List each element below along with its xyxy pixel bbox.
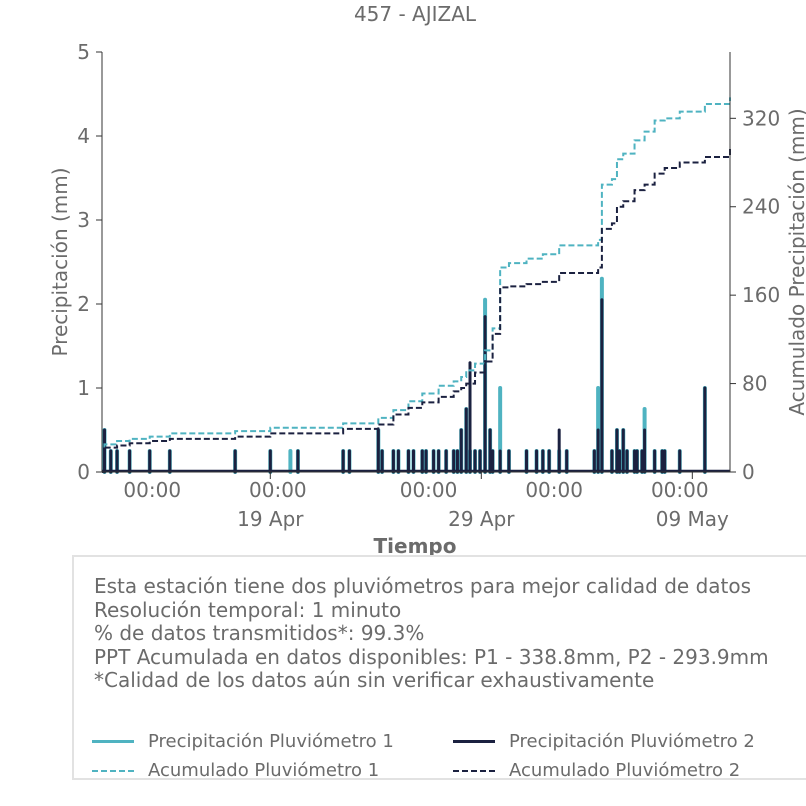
info-line: *Calidad de los datos aún sin verificar …: [94, 668, 655, 692]
x-minor-tick-label: 00:00: [123, 478, 181, 502]
y-right-tick-label: 240: [742, 195, 780, 219]
y-tick-label: 5: [77, 40, 90, 64]
x-major-tick-label: 29 Apr: [448, 507, 515, 531]
chart-axes: 0 1 2 3 4 5 0 80 160 240 320 00:00 00:00 00:00 00:00 00…: [77, 40, 780, 531]
legend-label: Precipitación Pluviómetro 1: [148, 731, 394, 752]
legend-item-p1-cumulative: Acumulado Pluviómetro 1: [92, 760, 379, 781]
legend-item-p1-precip: Precipitación Pluviómetro 1: [92, 731, 394, 752]
legend-swatch: [453, 740, 495, 743]
legend-swatch: [453, 769, 495, 772]
y-right-tick-label: 320: [742, 106, 780, 130]
y-tick-label: 3: [77, 208, 90, 232]
y-right-tick-label: 80: [742, 372, 767, 396]
y-right-tick-label: 0: [742, 460, 755, 484]
y-right-tick-label: 160: [742, 283, 780, 307]
p1-bars: [102, 276, 707, 474]
y-axis-label: Precipitación (mm): [48, 167, 72, 356]
legend-item-p2-precip: Precipitación Pluviómetro 2: [453, 731, 755, 752]
legend-label: Precipitación Pluviómetro 2: [509, 731, 755, 752]
info-line: Resolución temporal: 1 minuto: [94, 597, 402, 622]
x-major-tick-label: 19 Apr: [237, 507, 304, 531]
p1-cumulative-line: [102, 97, 731, 473]
info-line: % de datos transmitidos*: 99.3%: [94, 621, 425, 645]
y-tick-label: 4: [77, 124, 90, 148]
y-tick-label: 1: [77, 376, 90, 400]
info-line: Esta estación tiene dos pluviómetros par…: [94, 574, 752, 598]
info-text: Esta estación tiene dos pluviómetros par…: [94, 574, 769, 693]
x-major-tick-label: 09 May: [656, 507, 729, 531]
chart-title: 457 - AJIZAL: [354, 2, 477, 26]
x-minor-tick-label: 00:00: [651, 478, 709, 502]
x-minor-tick-label: 00:00: [249, 478, 307, 502]
info-line: PPT Acumulada en datos disponibles: P1 -…: [94, 644, 769, 669]
rainfall-chart: 0 1 2 3 4 5 0 80 160 240 320 00:00 00:00 00:00 00:00 00…: [48, 2, 806, 558]
y-tick-label: 0: [77, 460, 90, 484]
legend-item-p2-cumulative: Acumulado Pluviómetro 2: [453, 760, 740, 781]
p2-cumulative-line: [102, 147, 731, 473]
p2-bars: [103, 298, 707, 474]
legend-swatch: [92, 740, 134, 743]
x-minor-tick-label: 00:00: [525, 478, 583, 502]
y-axis-right-label: Acumulado Precipitación (mm): [785, 108, 806, 415]
legend-swatch: [92, 769, 134, 772]
legend-label: Acumulado Pluviómetro 2: [509, 760, 741, 781]
info-panel: Esta estación tiene dos pluviómetros par…: [72, 555, 806, 781]
legend-label: Acumulado Pluviómetro 1: [148, 760, 380, 781]
x-minor-tick-label: 00:00: [400, 478, 458, 502]
y-tick-label: 2: [77, 292, 90, 316]
x-axis-label: Tiempo: [374, 534, 457, 558]
cumulative-lines: [102, 97, 731, 473]
